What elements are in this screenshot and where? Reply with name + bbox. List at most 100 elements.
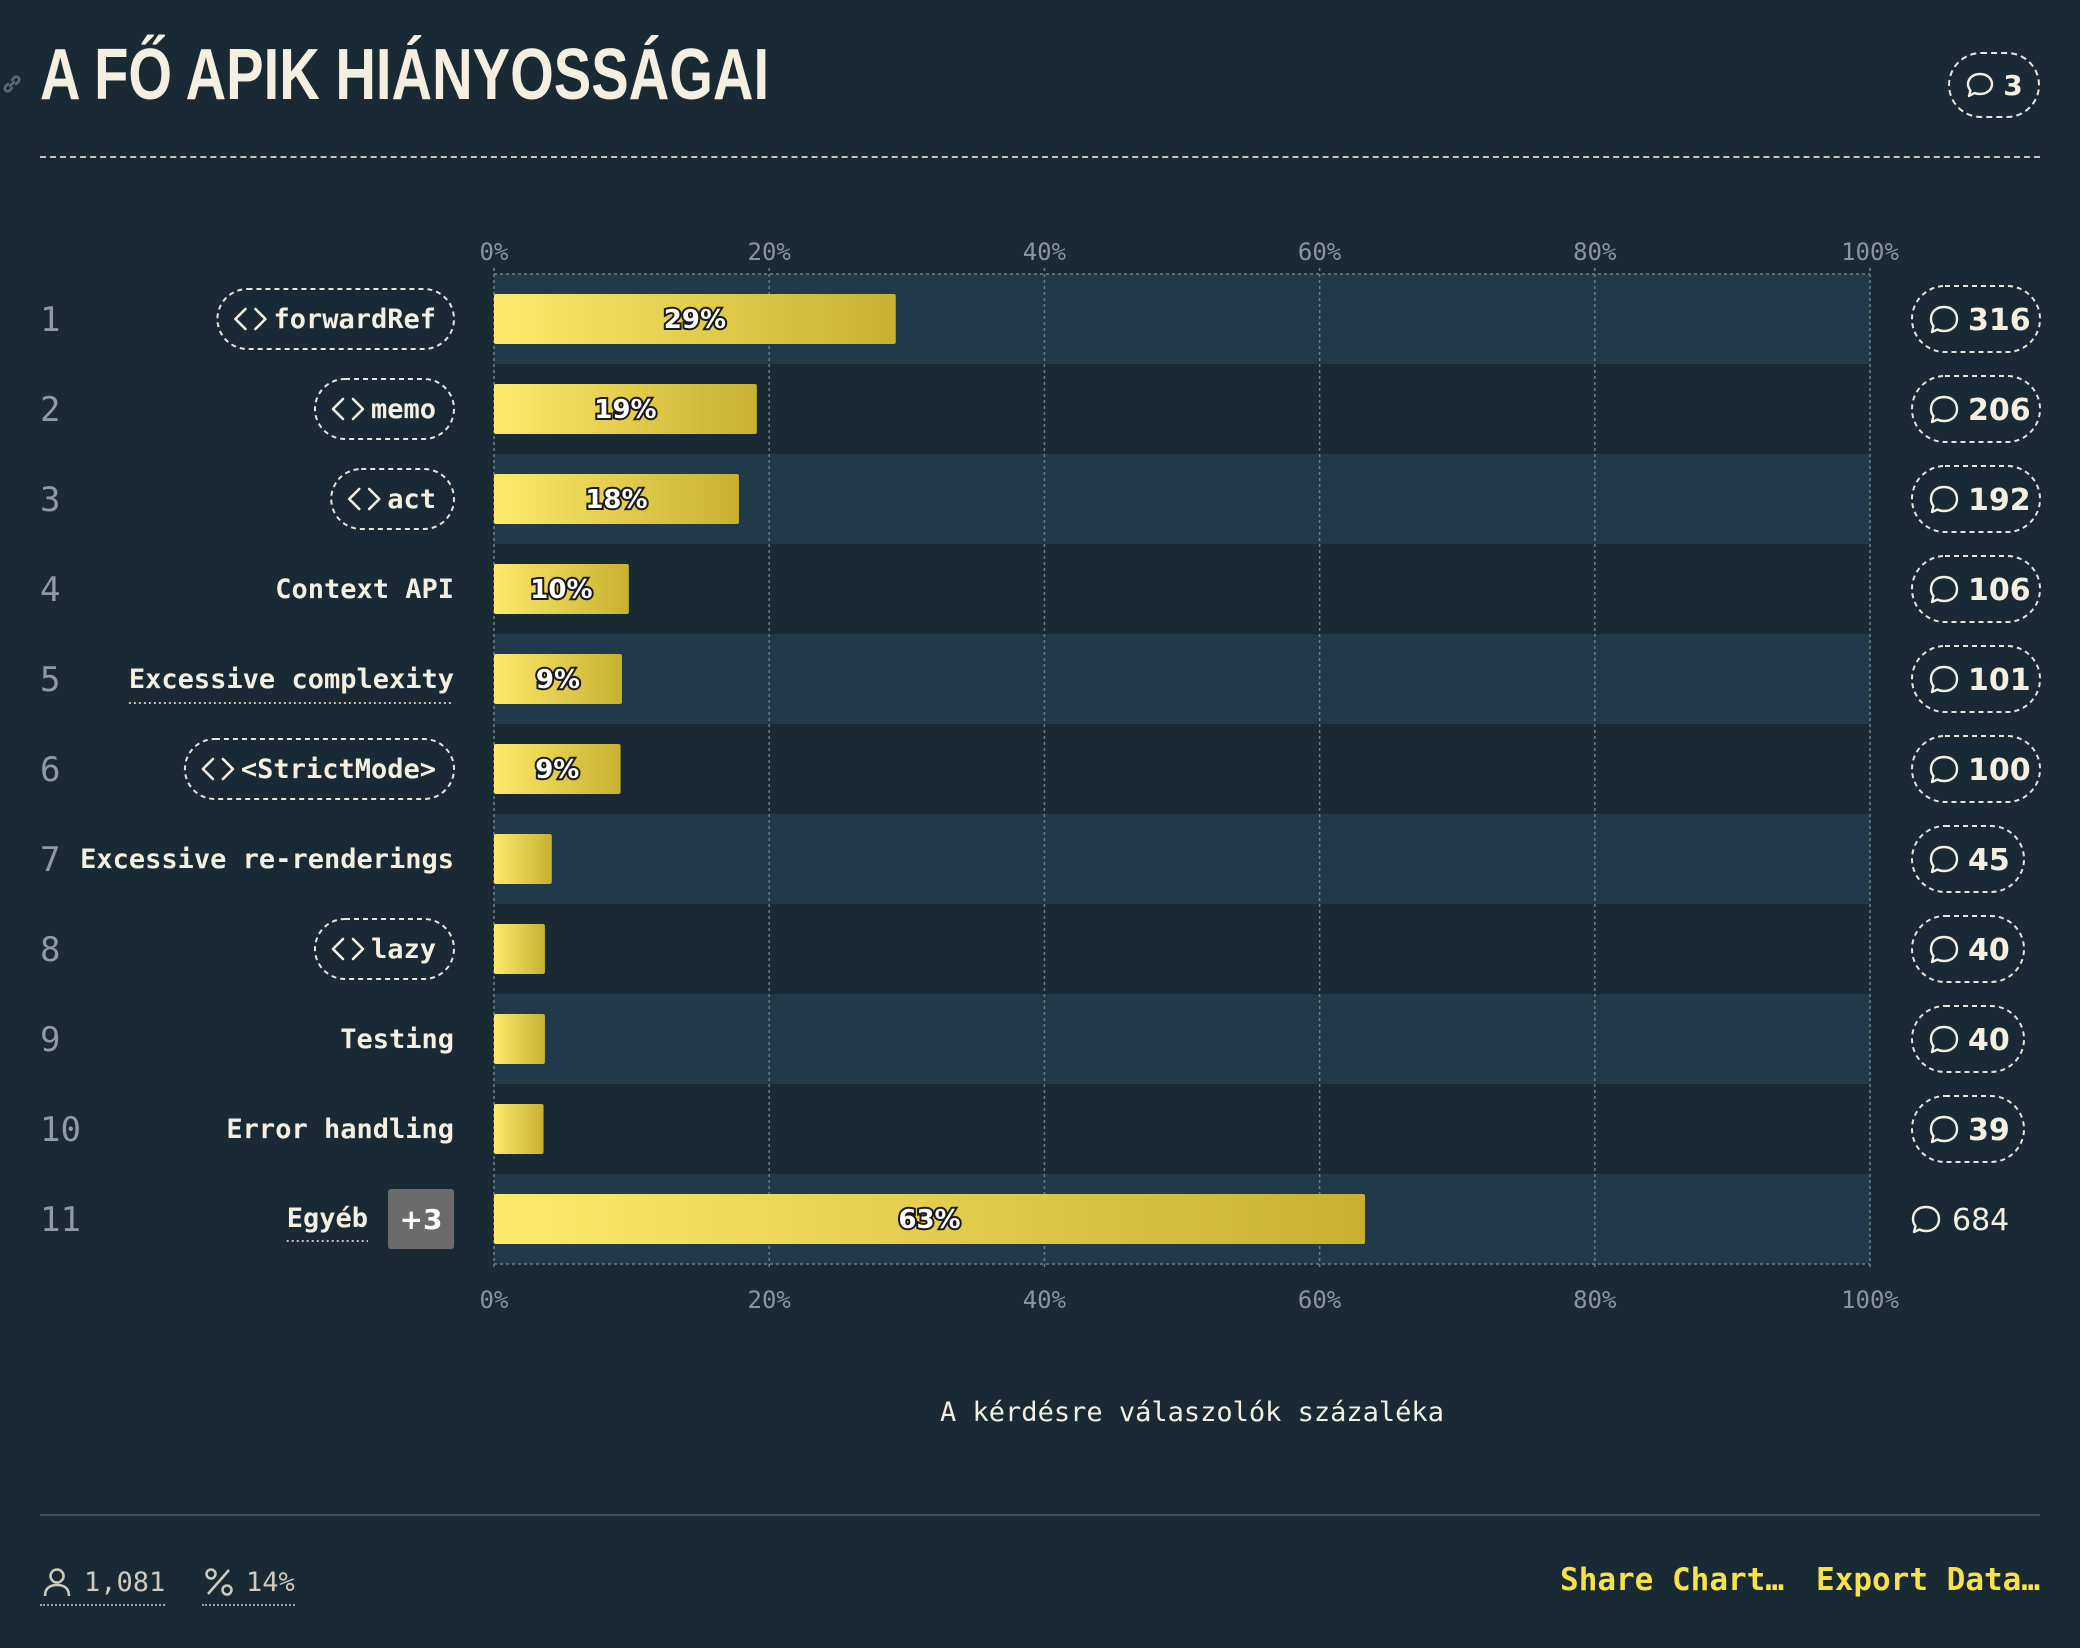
bar-value-label: 10% bbox=[530, 575, 592, 605]
comment-icon bbox=[1929, 665, 1959, 694]
comment-pill[interactable] bbox=[1911, 465, 2041, 533]
percentage-value: 14% bbox=[246, 1566, 295, 1598]
comment-icon[interactable] bbox=[1911, 1205, 1941, 1234]
bar-value-label: 19% bbox=[594, 395, 656, 425]
comment-icon bbox=[1929, 485, 1959, 514]
code-icon bbox=[201, 757, 235, 781]
comment-pill[interactable] bbox=[1911, 1005, 2025, 1073]
comment-pill[interactable] bbox=[1911, 285, 2041, 353]
comment-icon bbox=[1929, 935, 1959, 964]
code-icon bbox=[331, 397, 365, 421]
comments-count: 3 bbox=[2003, 68, 2023, 102]
row-band bbox=[494, 634, 1870, 724]
comment-count: 45 bbox=[1968, 843, 2010, 878]
x-tick-label-top: 0% bbox=[480, 238, 509, 266]
respondents-stat[interactable]: 1,081 bbox=[40, 1560, 166, 1606]
rank-number: 7 bbox=[40, 840, 60, 880]
bar-value-label: 9% bbox=[536, 665, 580, 695]
rank-number: 1 bbox=[40, 300, 60, 340]
comment-pill[interactable] bbox=[1911, 915, 2025, 983]
code-pill[interactable] bbox=[183, 738, 455, 800]
comment-pill[interactable] bbox=[1911, 555, 2041, 623]
bar-chart: 29% 19% 18% 10% 9% 9% 63% 1 forwardRef 316 2 memo 2… bbox=[40, 238, 2041, 1428]
bar[interactable] bbox=[494, 474, 739, 524]
x-tick-label-top: 60% bbox=[1298, 238, 1342, 266]
more-items-badge[interactable] bbox=[388, 1189, 454, 1249]
bar[interactable] bbox=[494, 294, 896, 344]
bar[interactable] bbox=[494, 1104, 544, 1154]
rank-number: 11 bbox=[40, 1200, 81, 1240]
link-icon[interactable] bbox=[0, 72, 24, 96]
category-label[interactable]: memo bbox=[371, 394, 436, 425]
comment-count: 192 bbox=[1968, 483, 2031, 518]
x-tick-label-bottom: 100% bbox=[1841, 1286, 1899, 1314]
category-label: Testing bbox=[340, 1024, 454, 1055]
bar-value-label: 18% bbox=[585, 485, 647, 515]
bar[interactable] bbox=[494, 564, 629, 614]
bar[interactable] bbox=[494, 1194, 1366, 1244]
x-axis-title: A kérdésre válaszolók százaléka bbox=[940, 1397, 1444, 1428]
comment-count: 39 bbox=[1968, 1113, 2010, 1148]
share-chart-button[interactable]: Share Chart… bbox=[1560, 1562, 1784, 1598]
row-band bbox=[494, 994, 1870, 1084]
rank-number: 10 bbox=[40, 1110, 81, 1150]
category-label[interactable]: act bbox=[387, 484, 436, 515]
user-icon bbox=[43, 1568, 71, 1597]
bar[interactable] bbox=[494, 1014, 545, 1064]
rank-number: 9 bbox=[40, 1020, 60, 1060]
category-label: Context API bbox=[275, 574, 454, 605]
comment-count: 106 bbox=[1968, 573, 2031, 608]
rank-number: 8 bbox=[40, 930, 60, 970]
category-label[interactable]: forwardRef bbox=[273, 304, 436, 335]
code-pill[interactable] bbox=[330, 468, 455, 530]
x-tick-label-top: 20% bbox=[748, 238, 792, 266]
percent-icon bbox=[205, 1568, 233, 1596]
comment-icon bbox=[1929, 845, 1959, 874]
bar[interactable] bbox=[494, 744, 621, 794]
bar[interactable] bbox=[494, 654, 622, 704]
code-pill[interactable] bbox=[313, 918, 455, 980]
code-icon bbox=[234, 307, 267, 331]
comment-pill[interactable] bbox=[1911, 1095, 2025, 1163]
comment-icon bbox=[1967, 72, 1994, 98]
rank-number: 4 bbox=[40, 570, 60, 610]
comment-icon bbox=[1929, 1025, 1959, 1054]
category-label[interactable]: Excessive complexity bbox=[129, 664, 454, 695]
comment-pill[interactable] bbox=[1911, 825, 2025, 893]
respondents-count: 1,081 bbox=[84, 1566, 166, 1598]
chart-header: A FŐ APIK HIÁNYOSSÁGAI 3 bbox=[3, 0, 2040, 158]
x-tick-label-bottom: 20% bbox=[748, 1286, 792, 1314]
category-label: Error handling bbox=[226, 1114, 454, 1145]
comment-pill[interactable] bbox=[1911, 735, 2041, 803]
x-tick-label-bottom: 0% bbox=[480, 1286, 509, 1314]
category-label: Excessive re-renderings bbox=[80, 844, 454, 875]
comment-count: 40 bbox=[1968, 1023, 2010, 1058]
comment-icon bbox=[1929, 305, 1959, 334]
comments-button[interactable]: 3 bbox=[1948, 52, 2040, 118]
export-data-button[interactable]: Export Data… bbox=[1816, 1562, 2040, 1598]
rank-number: 2 bbox=[40, 390, 60, 430]
comment-pill[interactable] bbox=[1911, 645, 2041, 713]
category-label[interactable]: Egyéb bbox=[287, 1203, 368, 1234]
bar[interactable] bbox=[494, 384, 757, 434]
percentage-stat[interactable]: 14% bbox=[202, 1560, 295, 1606]
bar[interactable] bbox=[494, 834, 552, 884]
bar-value-label: 29% bbox=[664, 305, 726, 335]
footer-divider bbox=[40, 1514, 2040, 1516]
comment-count: 206 bbox=[1968, 393, 2031, 428]
x-tick-label-top: 100% bbox=[1841, 238, 1899, 266]
bar-value-label: 63% bbox=[898, 1205, 960, 1235]
comment-icon bbox=[1929, 755, 1959, 784]
row-band bbox=[494, 814, 1870, 904]
rank-number: 6 bbox=[40, 750, 60, 790]
x-tick-label-bottom: 60% bbox=[1298, 1286, 1342, 1314]
comment-pill[interactable] bbox=[1911, 375, 2041, 443]
code-pill[interactable] bbox=[313, 378, 455, 440]
category-label[interactable]: lazy bbox=[371, 934, 436, 965]
x-tick-label-bottom: 80% bbox=[1573, 1286, 1617, 1314]
comment-icon bbox=[1929, 1115, 1959, 1144]
code-icon bbox=[331, 937, 365, 961]
category-label[interactable]: <StrictMode> bbox=[241, 754, 436, 785]
bar[interactable] bbox=[494, 924, 545, 974]
comment-count: 101 bbox=[1968, 663, 2031, 698]
